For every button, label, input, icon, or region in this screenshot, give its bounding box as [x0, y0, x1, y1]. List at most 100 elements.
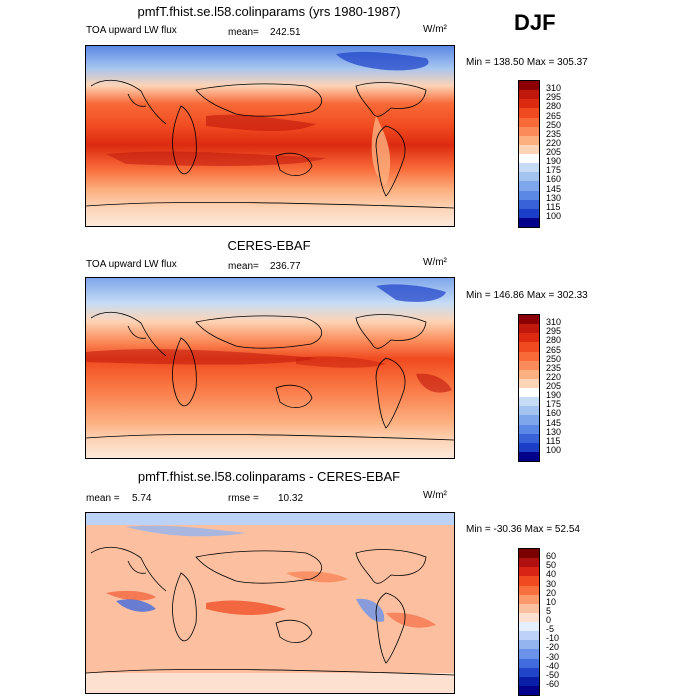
- colorbar-swatch: [519, 622, 539, 632]
- panel-1-mean-label: mean=: [228, 27, 259, 38]
- colorbar-tick-label: 40: [546, 569, 557, 580]
- colorbar-tick-label: 100: [546, 210, 562, 221]
- colorbar-tick-label: 190: [546, 156, 562, 167]
- season-label: DJF: [514, 10, 556, 35]
- panel-2-colorbar-swatches: [519, 315, 539, 461]
- colorbar-swatch: [519, 369, 539, 379]
- colorbar-swatch: [519, 433, 539, 443]
- colorbar-swatch: [519, 126, 539, 136]
- colorbar-tick-label: 190: [546, 390, 562, 401]
- panel-3-mean-value: 5.74: [132, 493, 152, 504]
- colorbar-swatch: [519, 199, 539, 209]
- colorbar-swatch: [519, 658, 539, 668]
- panel-1-colorbar-swatches: [519, 81, 539, 227]
- colorbar-tick-label: 205: [546, 147, 562, 157]
- colorbar-tick-label: 220: [546, 371, 562, 382]
- colorbar-swatch: [519, 576, 539, 586]
- colorbar-swatch: [519, 424, 539, 434]
- panel-3-units: W/m²: [423, 490, 447, 501]
- colorbar-swatch: [519, 99, 539, 109]
- colorbar-tick-label: 235: [546, 128, 562, 139]
- panel-1-field-label: TOA upward LW flux: [86, 25, 177, 36]
- colorbar-tick-label: 205: [546, 381, 562, 391]
- colorbar-swatch: [519, 558, 539, 568]
- panel-1-colorbar: [518, 80, 540, 228]
- colorbar-tick-label: 175: [546, 399, 562, 410]
- colorbar-swatch: [519, 685, 539, 695]
- colorbar-swatch: [519, 81, 539, 91]
- colorbar-swatch: [519, 181, 539, 191]
- colorbar-tick-label: -20: [546, 642, 560, 653]
- colorbar-swatch: [519, 388, 539, 398]
- panel-1-title: pmfT.fhist.se.l58.colinparams (yrs 1980-…: [137, 4, 401, 19]
- colorbar-swatch: [519, 667, 539, 677]
- colorbar-swatch: [519, 324, 539, 334]
- colorbar-tick-label: 30: [546, 578, 557, 589]
- colorbar-tick-label: 160: [546, 408, 562, 419]
- panel-2-units: W/m²: [423, 257, 447, 268]
- colorbar-swatch: [519, 603, 539, 613]
- colorbar-tick-label: 220: [546, 137, 562, 148]
- colorbar-tick-label: 50: [546, 560, 557, 571]
- colorbar-swatch: [519, 360, 539, 370]
- panel-2-minmax: Min = 146.86 Max = 302.33: [466, 290, 588, 301]
- colorbar-swatch: [519, 649, 539, 659]
- colorbar-swatch: [519, 378, 539, 388]
- colorbar-swatch: [519, 612, 539, 622]
- panel-3-map: [85, 512, 455, 694]
- colorbar-swatch: [519, 163, 539, 173]
- colorbar-tick-label: -5: [546, 624, 555, 635]
- colorbar-swatch: [519, 172, 539, 182]
- colorbar-swatch: [519, 135, 539, 145]
- colorbar-swatch: [519, 108, 539, 118]
- colorbar-tick-label: 130: [546, 426, 562, 437]
- panel-3-map-svg: [86, 513, 454, 693]
- colorbar-tick-label: 160: [546, 174, 562, 185]
- colorbar-tick-label: 250: [546, 119, 562, 130]
- colorbar-tick-label: 280: [546, 101, 562, 112]
- colorbar-swatch: [519, 144, 539, 154]
- panel-2-map-svg: [86, 278, 454, 458]
- colorbar-swatch: [519, 585, 539, 595]
- colorbar-swatch: [519, 640, 539, 650]
- colorbar-tick-label: -10: [546, 633, 560, 644]
- panel-1-units: W/m²: [423, 24, 447, 35]
- colorbar-tick-label: 115: [546, 435, 561, 446]
- colorbar-swatch: [519, 117, 539, 127]
- colorbar-tick-label: 235: [546, 362, 562, 373]
- panel-3-mean-label: mean =: [86, 493, 120, 504]
- colorbar-swatch: [519, 567, 539, 577]
- colorbar-tick-label: 0: [546, 615, 552, 625]
- colorbar-tick-label: 265: [546, 110, 562, 121]
- colorbar-tick-label: 280: [546, 335, 562, 346]
- colorbar-tick-label: -30: [546, 651, 560, 662]
- panel-3-minmax: Min = -30.36 Max = 52.54: [466, 524, 580, 535]
- colorbar-tick-label: 265: [546, 344, 562, 355]
- panel-3-title: pmfT.fhist.se.l58.colinparams - CERES-EB…: [137, 469, 401, 484]
- panel-3-colorbar-swatches: [519, 549, 539, 695]
- panel-3-colorbar: [518, 548, 540, 696]
- colorbar-tick-label: 310: [546, 83, 562, 94]
- colorbar-swatch: [519, 217, 539, 227]
- colorbar-swatch: [519, 397, 539, 407]
- colorbar-swatch: [519, 351, 539, 361]
- panel-2-mean-label: mean=: [228, 261, 259, 272]
- colorbar-tick-label: 130: [546, 192, 562, 203]
- panel-3-rmse-value: 10.32: [278, 493, 304, 504]
- panel-2-field-label: TOA upward LW flux: [86, 259, 177, 270]
- panel-3-rmse-label: rmse =: [228, 493, 259, 504]
- panel-1-map: [85, 45, 455, 227]
- colorbar-tick-label: 145: [546, 417, 562, 428]
- colorbar-swatch: [519, 208, 539, 218]
- panel-2-map: [85, 277, 455, 459]
- panel-2-mean-value: 236.77: [270, 261, 301, 272]
- colorbar-swatch: [519, 90, 539, 100]
- colorbar-tick-label: 100: [546, 444, 562, 455]
- colorbar-swatch: [519, 342, 539, 352]
- colorbar-swatch: [519, 549, 539, 559]
- colorbar-tick-label: 145: [546, 183, 562, 194]
- colorbar-tick-label: 10: [546, 596, 557, 607]
- colorbar-tick-label: 250: [546, 353, 562, 364]
- colorbar-swatch: [519, 676, 539, 686]
- panel-2-colorbar: [518, 314, 540, 462]
